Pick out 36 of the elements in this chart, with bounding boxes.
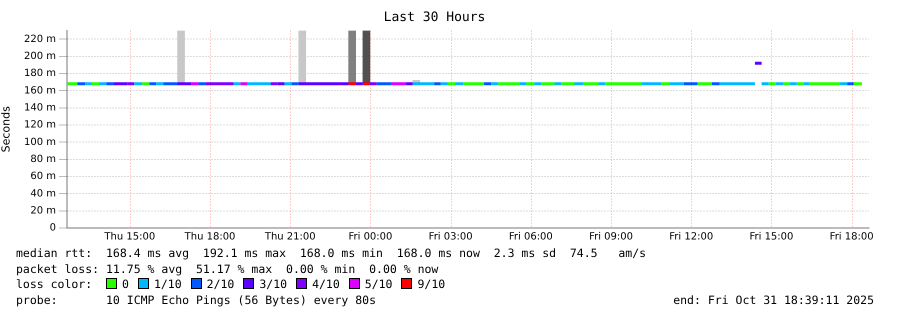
y-tick-label: 140 m [24, 102, 56, 114]
text: probe: 10 ICMP Echo Pings (56 Bytes) every 80s [16, 292, 376, 306]
legend-label: 9/10 [416, 277, 446, 291]
x-tick-label: Fri 03:00 [428, 232, 473, 243]
legend-title: loss color: [16, 277, 92, 291]
legend-label: 1/10 [152, 277, 182, 291]
text: end: Fri Oct 31 18:39:11 2025 [673, 292, 874, 308]
text: packet loss: 11.75 % avg 51.17 % max 0.00 % min 0.00 % now [16, 262, 440, 277]
x-tick-label: Thu 18:00 [184, 232, 236, 243]
x-tick-label: Fri 18:00 [830, 232, 874, 243]
y-tick-label: 60 m [30, 171, 56, 182]
chart-title: Last 30 Hours [384, 10, 486, 26]
y-tick-label: 100 m [24, 136, 56, 148]
x-tick-label: Fri 12:00 [669, 232, 714, 243]
legend-label: 3/10 [258, 277, 288, 291]
y-tick-label: 180 m [24, 68, 56, 80]
y-tick-label: 220 m [24, 34, 56, 45]
y-tick-label: 0 [50, 222, 56, 234]
legend-label: 5/10 [364, 277, 392, 291]
y-tick-label: 40 m [30, 188, 56, 200]
x-tick-label: Fri 00:00 [348, 232, 392, 243]
legend-label: 4/10 [311, 277, 340, 291]
y-axis-title: Seconds [0, 106, 12, 152]
legend-label: 2/10 [206, 277, 234, 291]
legend-label: 0 [121, 277, 129, 291]
x-tick-label: Fri 15:00 [749, 232, 794, 243]
x-tick-label: Fri 06:00 [508, 232, 553, 243]
y-tick-label: 20 m [30, 205, 56, 216]
text: median rtt: 168.4 ms avg 192.1 ms max 168.0 ms min 168.0 ms now 2.3 ms sd 74.5 am/s [16, 246, 648, 262]
y-tick-label: 120 m [24, 120, 56, 131]
y-tick-label: 80 m [30, 154, 56, 165]
x-tick-label: Fri 09:00 [589, 232, 633, 243]
x-tick-label: Thu 21:00 [264, 232, 316, 243]
y-tick-label: 200 m [24, 50, 56, 62]
y-tick-label: 160 m [24, 85, 56, 96]
x-tick-label: Thu 15:00 [103, 232, 156, 243]
